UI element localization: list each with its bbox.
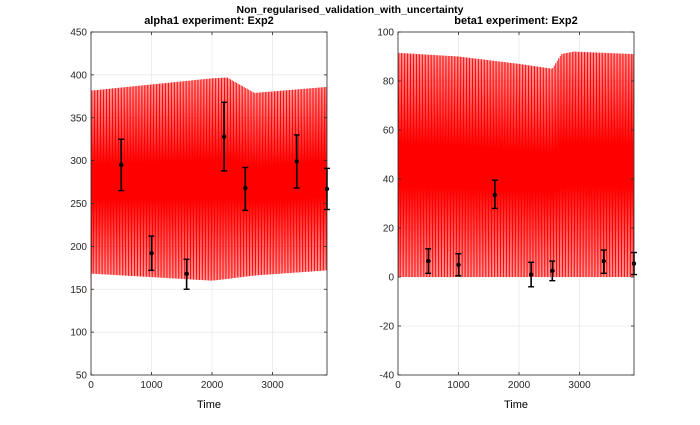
beta1-errorbar-2 xyxy=(491,179,498,210)
beta1-errorbar-1 xyxy=(455,253,462,277)
beta1-xtick-label: 2000 xyxy=(508,380,531,391)
alpha1-errorbar-3 xyxy=(221,101,228,172)
alpha1-data-point xyxy=(221,134,227,139)
alpha1-plot-area xyxy=(91,77,327,333)
alpha1-ytick-label: 50 xyxy=(76,371,88,382)
alpha1-data-point xyxy=(294,159,299,164)
beta1-data-point xyxy=(601,258,606,264)
beta1-ytick-label: 20 xyxy=(383,224,395,235)
alpha1-data-point xyxy=(243,185,248,191)
beta1-axes: 0 1000 2000 3000 -40 -20 0 20 40 60 80 100 xyxy=(377,28,637,391)
beta1-xlabel: Time xyxy=(504,399,528,411)
alpha1-data-point xyxy=(149,251,154,256)
beta1-xtick-label: 1000 xyxy=(447,380,470,391)
beta1-xtick-label: 0 xyxy=(395,380,401,391)
beta1-axes-box xyxy=(397,31,635,376)
beta1-ytick-label: 100 xyxy=(377,28,394,39)
subplot-beta1: beta1 experiment: Exp2 Time xyxy=(454,15,578,411)
beta1-ytick-label: 40 xyxy=(383,175,395,186)
beta1-errorbar-4 xyxy=(549,260,556,282)
alpha1-ytick-label: 350 xyxy=(70,113,87,124)
alpha1-errorbar-4 xyxy=(242,166,249,212)
alpha1-xtick-label: 3000 xyxy=(261,380,284,391)
beta1-errorbar-0 xyxy=(425,248,432,275)
beta1-title: beta1 experiment: Exp2 xyxy=(454,15,578,27)
alpha1-xtick-label: 0 xyxy=(88,380,94,391)
alpha1-ytick-label: 400 xyxy=(70,70,87,81)
alpha1-errorbar-2 xyxy=(183,258,190,290)
alpha1-ytick-label: 450 xyxy=(70,28,87,39)
alpha1-errorbar-1 xyxy=(148,235,155,272)
beta1-oscillating-series xyxy=(398,51,634,278)
beta1-ytick-label: 80 xyxy=(383,77,395,88)
beta1-data-point xyxy=(426,258,431,264)
alpha1-errorbar-5 xyxy=(293,134,300,189)
beta1-plot-area xyxy=(398,51,634,278)
subplot-alpha1: alpha1 experiment: Exp2 Time xyxy=(144,15,274,411)
beta1-ytick-label: -40 xyxy=(380,371,395,382)
beta1-ytick-label: 0 xyxy=(388,273,394,284)
beta1-data-point xyxy=(492,192,498,198)
figure-suptitle: Non_regularised_validation_with_uncertai… xyxy=(237,4,464,16)
alpha1-ytick-label: 100 xyxy=(70,328,87,339)
alpha1-errorbar-0 xyxy=(118,138,125,192)
beta1-ytick-label: 60 xyxy=(383,126,395,137)
beta1-data-point xyxy=(456,262,461,267)
alpha1-xtick-label: 2000 xyxy=(201,380,224,391)
alpha1-ytick-label: 150 xyxy=(70,285,87,296)
alpha1-title: alpha1 experiment: Exp2 xyxy=(144,15,274,27)
alpha1-oscillating-series xyxy=(91,77,327,333)
alpha1-ytick-label: 250 xyxy=(70,199,87,210)
alpha1-axes: 0 1000 2000 3000 50 100 150 200 250 300 350 400 450 xyxy=(70,28,330,391)
beta1-errorbar-5 xyxy=(600,249,607,275)
alpha1-data-point xyxy=(184,271,189,277)
alpha1-xlabel: Time xyxy=(197,399,221,411)
beta1-ytick-label: -20 xyxy=(380,322,395,333)
beta1-errorbar-3 xyxy=(528,261,535,288)
beta1-data-point xyxy=(528,272,534,277)
beta1-xtick-label: 3000 xyxy=(568,380,591,391)
alpha1-data-point xyxy=(119,162,124,168)
alpha1-ytick-label: 200 xyxy=(70,242,87,253)
beta1-data-point xyxy=(550,268,555,274)
alpha1-xtick-label: 1000 xyxy=(140,380,163,391)
alpha1-ytick-label: 300 xyxy=(70,156,87,167)
